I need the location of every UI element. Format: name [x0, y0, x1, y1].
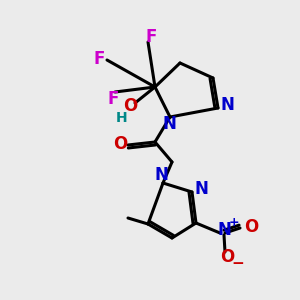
Text: H: H — [116, 111, 128, 125]
Text: −: − — [232, 256, 244, 272]
Text: N: N — [154, 166, 168, 184]
Text: N: N — [194, 180, 208, 198]
Text: O: O — [220, 248, 234, 266]
Text: N: N — [162, 115, 176, 133]
Text: N: N — [220, 96, 234, 114]
Text: O: O — [123, 97, 137, 115]
Text: N: N — [217, 221, 231, 239]
Text: F: F — [107, 90, 119, 108]
Text: O: O — [244, 218, 258, 236]
Text: +: + — [229, 217, 239, 230]
Text: F: F — [93, 50, 105, 68]
Text: O: O — [113, 135, 127, 153]
Text: F: F — [145, 28, 157, 46]
